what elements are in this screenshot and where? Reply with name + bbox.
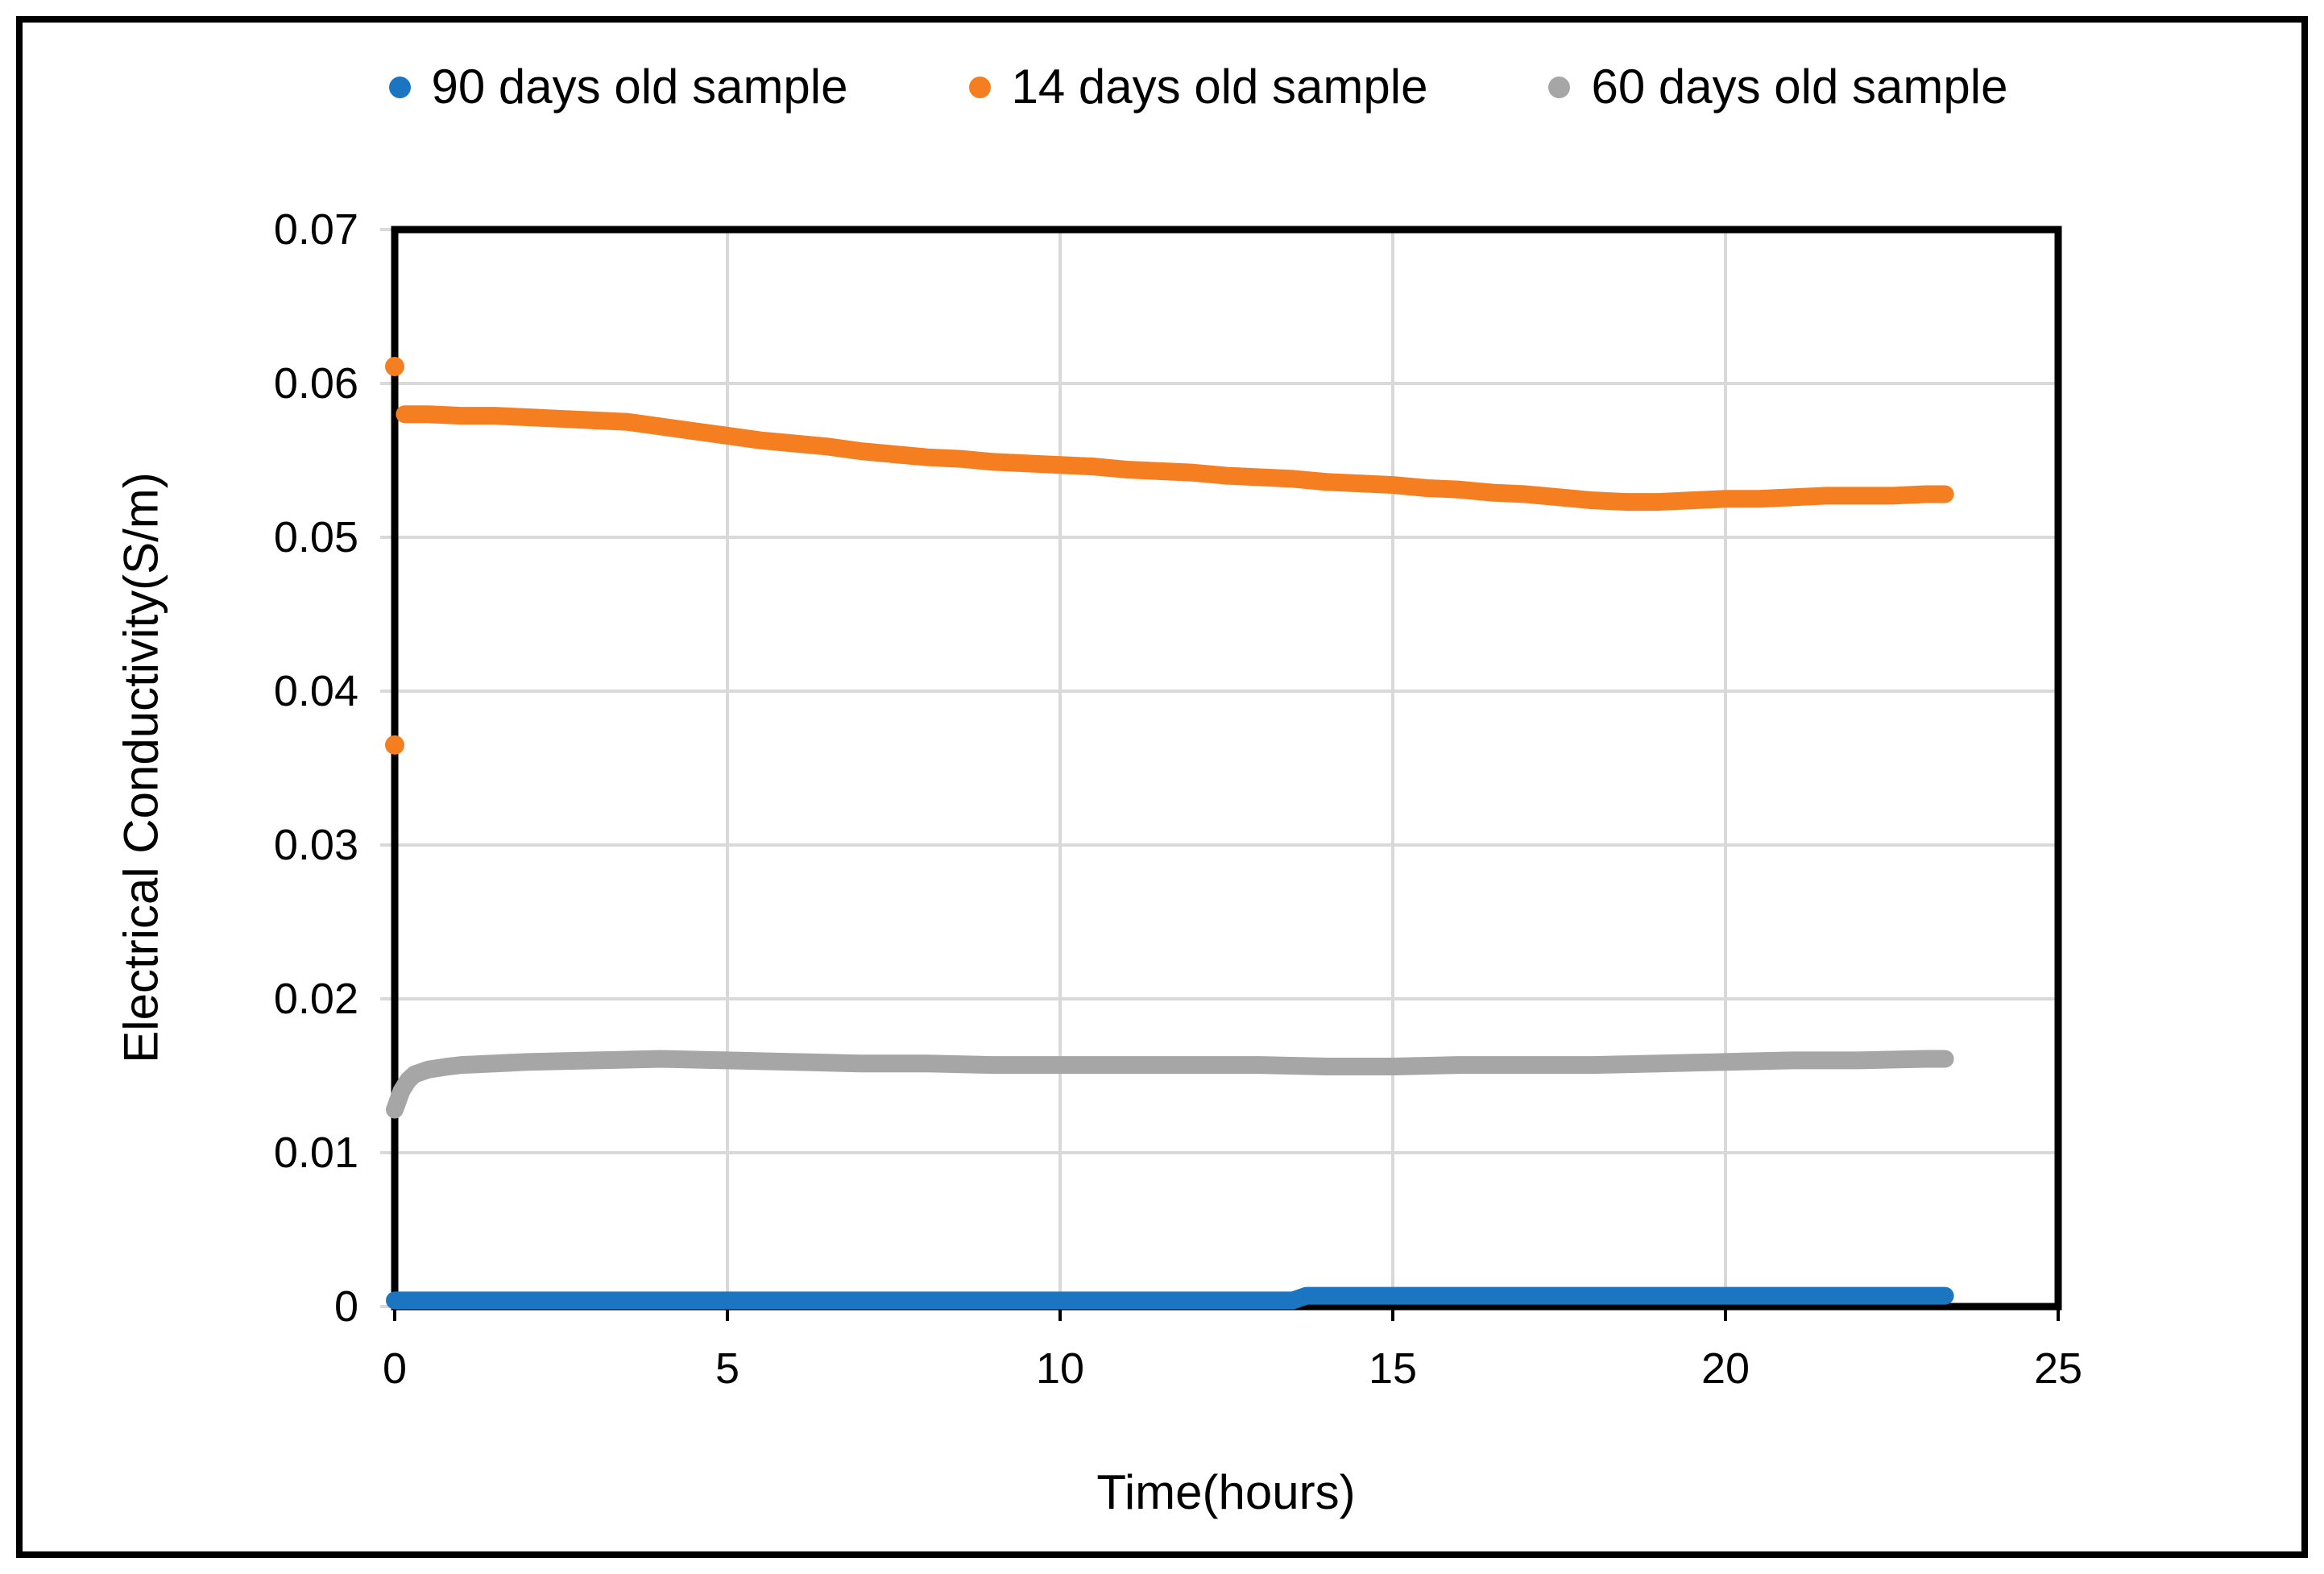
x-tick-label: 5 <box>715 1344 740 1393</box>
legend-marker-60-days-icon <box>1548 76 1571 98</box>
figure-border <box>16 16 2308 1558</box>
y-tick-label: 0.07 <box>273 205 358 254</box>
legend-marker-90-days-icon <box>388 76 411 98</box>
y-tick-label: 0 <box>333 1282 358 1331</box>
y-tick-label: 0.04 <box>273 667 358 715</box>
legend-item-14-days: 14 days old sample <box>968 60 1428 114</box>
series-line-60-days-old-sample <box>386 1050 1954 1119</box>
data-point-14-days-old-sample <box>385 735 404 755</box>
x-tick-label: 10 <box>1035 1344 1085 1393</box>
legend-label-14-days: 14 days old sample <box>1011 60 1428 114</box>
plot-border <box>391 226 2062 1311</box>
x-tick-label: 20 <box>1701 1344 1750 1393</box>
chart-legend: 90 days old sample 14 days old sample 60… <box>36 63 2324 111</box>
data-point-14-days-old-sample <box>385 356 404 376</box>
legend-item-60-days: 60 days old sample <box>1548 63 2007 111</box>
legend-label-90-days: 90 days old sample <box>431 60 848 114</box>
series-line-14-days-old-sample <box>396 405 1954 512</box>
x-tick-label: 0 <box>382 1344 408 1393</box>
series-line-90-days-old-sample <box>386 1286 1954 1310</box>
y-tick-label: 0.03 <box>273 821 358 869</box>
x-axis-title: Time(hours) <box>1096 1465 1356 1519</box>
x-tick-label: 25 <box>2033 1344 2083 1393</box>
legend-marker-14-days-icon <box>968 76 991 98</box>
y-tick-label: 0.02 <box>273 975 358 1023</box>
y-tick-label: 0.05 <box>273 513 358 561</box>
legend-label-60-days: 60 days old sample <box>1591 60 2008 114</box>
x-tick-label: 15 <box>1368 1344 1418 1393</box>
legend-item-90-days: 90 days old sample <box>388 60 848 114</box>
y-tick-label: 0.06 <box>273 359 358 408</box>
y-tick-label: 0.01 <box>273 1129 358 1177</box>
